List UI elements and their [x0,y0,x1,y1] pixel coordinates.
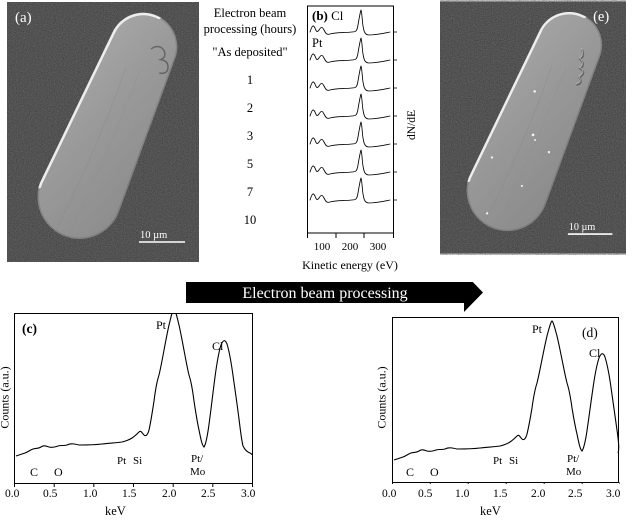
svg-text:O: O [54,465,63,479]
svg-text:10 µm: 10 µm [140,230,167,241]
svg-text:(d): (d) [582,325,598,340]
svg-text:(c): (c) [22,321,37,336]
svg-text:(b) Cl: (b) Cl [312,8,344,23]
svg-text:Cl: Cl [589,346,601,360]
svg-text:Pt: Pt [156,318,167,332]
svg-text:Pt/: Pt/ [567,453,580,465]
svg-text:Mo: Mo [566,466,582,478]
svg-text:(a): (a) [15,10,32,26]
svg-text:O: O [430,465,439,479]
svg-text:C: C [406,465,414,479]
svg-text:Pt/: Pt/ [191,453,204,465]
svg-text:Cl: Cl [212,339,224,353]
svg-text:Pt: Pt [312,36,323,50]
svg-text:dN/dE: dN/dE [406,110,418,140]
svg-text:Mo: Mo [190,466,206,478]
svg-text:Si: Si [509,455,518,467]
svg-text:Pt: Pt [493,455,502,467]
svg-text:10 µm: 10 µm [569,222,596,233]
svg-text:C: C [30,465,38,479]
svg-text:Pt: Pt [532,322,543,336]
svg-text:Pt: Pt [117,455,126,467]
svg-text:300: 300 [370,241,387,253]
svg-text:200: 200 [342,241,359,253]
svg-text:100: 100 [314,241,331,253]
svg-text:(e): (e) [593,9,609,25]
svg-text:Si: Si [133,455,142,467]
